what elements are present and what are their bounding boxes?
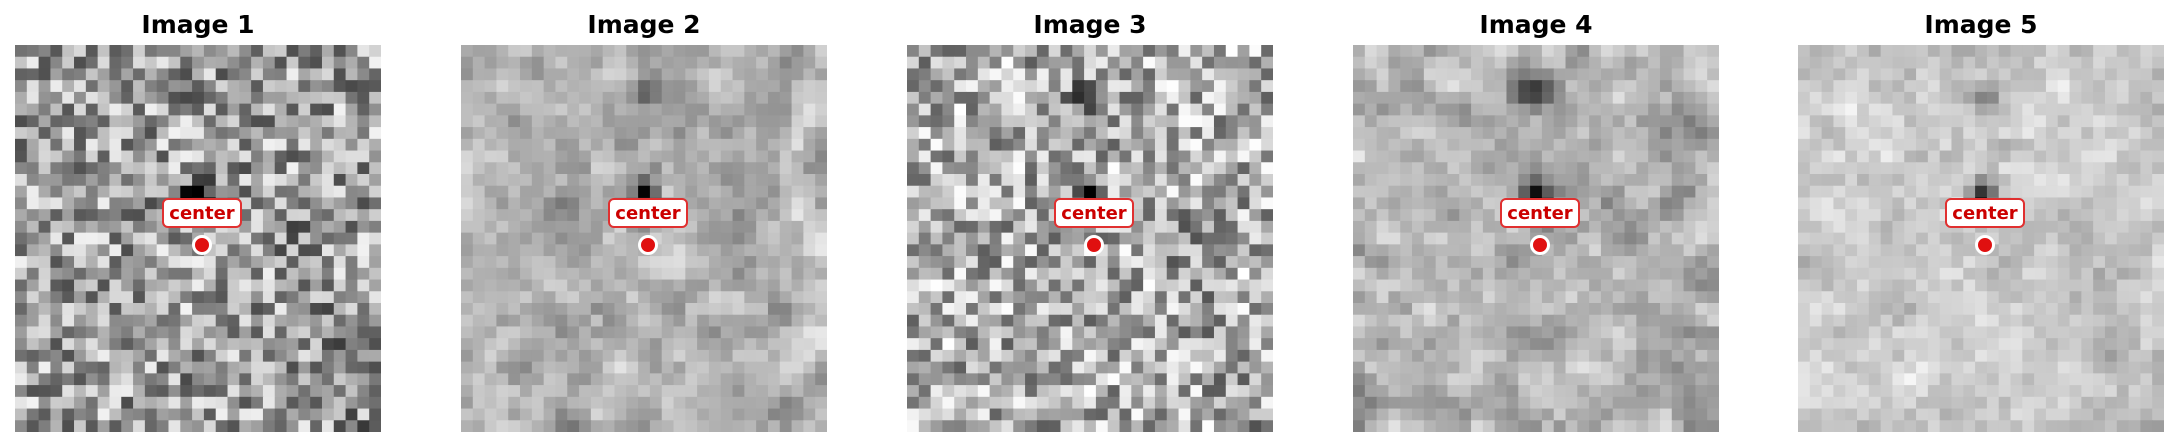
panel-1: Image 1 center [15,0,381,447]
grayscale-image: center [907,45,1273,432]
panel-title: Image 2 [587,10,701,39]
panel-3: Image 3 center [907,0,1273,447]
grayscale-image: center [461,45,827,432]
center-marker [192,235,212,255]
center-label: center [615,203,681,224]
center-label: center [1061,203,1127,224]
panel-4: Image 4 center [1353,0,1719,447]
center-marker [1530,235,1550,255]
grayscale-image: center [1798,45,2164,432]
panel-title: Image 5 [1924,10,2038,39]
panel-title: Image 4 [1479,10,1593,39]
center-label-box [162,198,242,228]
center-label-box [1054,198,1134,228]
panel-5: Image 5 center [1798,0,2164,447]
center-marker [638,235,658,255]
panel-2: Image 2 center [461,0,827,447]
center-label-box [1500,198,1580,228]
center-label: center [1507,203,1573,224]
center-label-box [1945,198,2025,228]
grayscale-image: center [1353,45,1719,432]
center-marker [1975,235,1995,255]
center-label-box [608,198,688,228]
panel-title: Image 3 [1033,10,1147,39]
center-marker [1084,235,1104,255]
panel-title: Image 1 [141,10,255,39]
center-label: center [1952,203,2018,224]
grayscale-image: center [15,45,381,432]
center-label: center [169,203,235,224]
